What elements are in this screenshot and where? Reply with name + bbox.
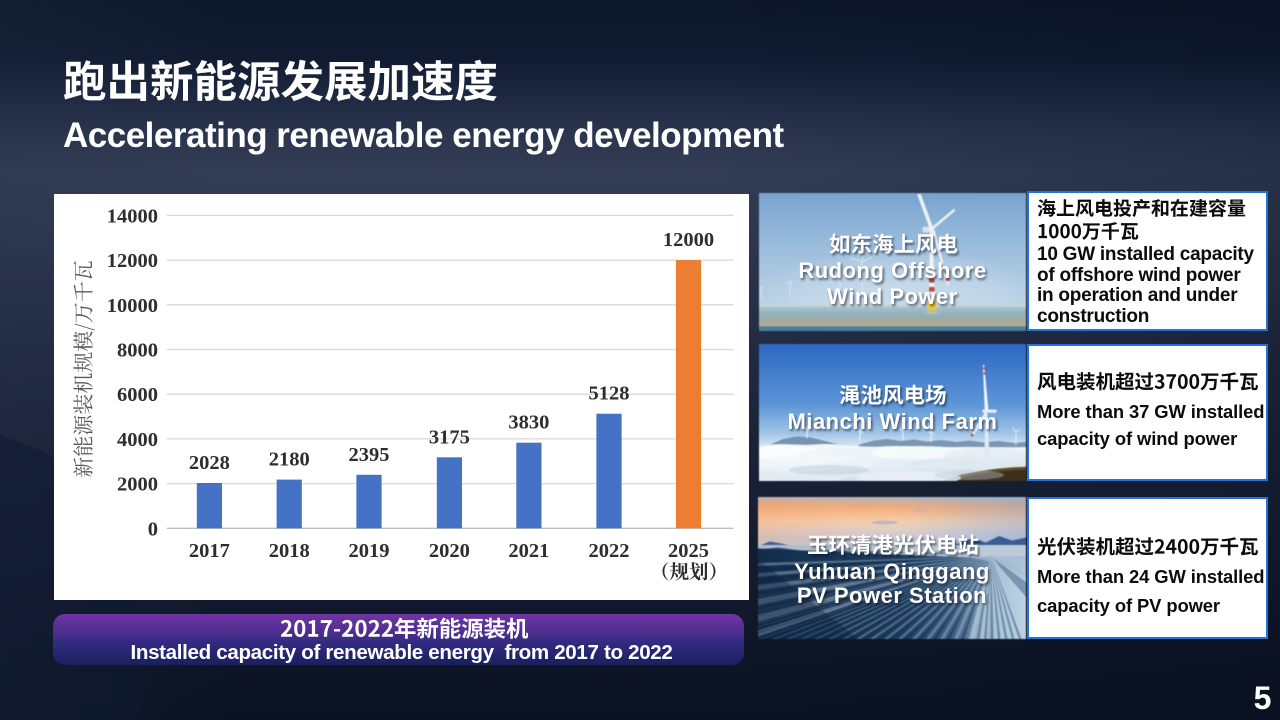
svg-text:14000: 14000 (107, 205, 158, 227)
svg-text:6000: 6000 (117, 384, 158, 406)
svg-text:3830: 3830 (508, 412, 549, 434)
svg-text:2020: 2020 (429, 540, 470, 562)
svg-text:3175: 3175 (429, 426, 470, 448)
svg-text:2000: 2000 (117, 474, 158, 496)
svg-text:2021: 2021 (508, 540, 549, 562)
svg-text:2395: 2395 (349, 444, 390, 466)
svg-text:4000: 4000 (117, 429, 158, 451)
svg-text:12000: 12000 (663, 229, 714, 251)
svg-text:2022: 2022 (589, 540, 630, 562)
svg-text:5128: 5128 (589, 383, 630, 405)
svg-text:2019: 2019 (349, 540, 390, 562)
svg-text:2180: 2180 (269, 449, 310, 471)
svg-text:2025: 2025 (668, 540, 709, 562)
svg-text:0: 0 (148, 518, 158, 540)
svg-text:10000: 10000 (107, 295, 158, 317)
svg-text:8000: 8000 (117, 340, 158, 362)
svg-text:2028: 2028 (189, 452, 230, 474)
svg-text:12000: 12000 (107, 250, 158, 272)
svg-text:2018: 2018 (269, 540, 310, 562)
svg-text:2017: 2017 (189, 540, 230, 562)
